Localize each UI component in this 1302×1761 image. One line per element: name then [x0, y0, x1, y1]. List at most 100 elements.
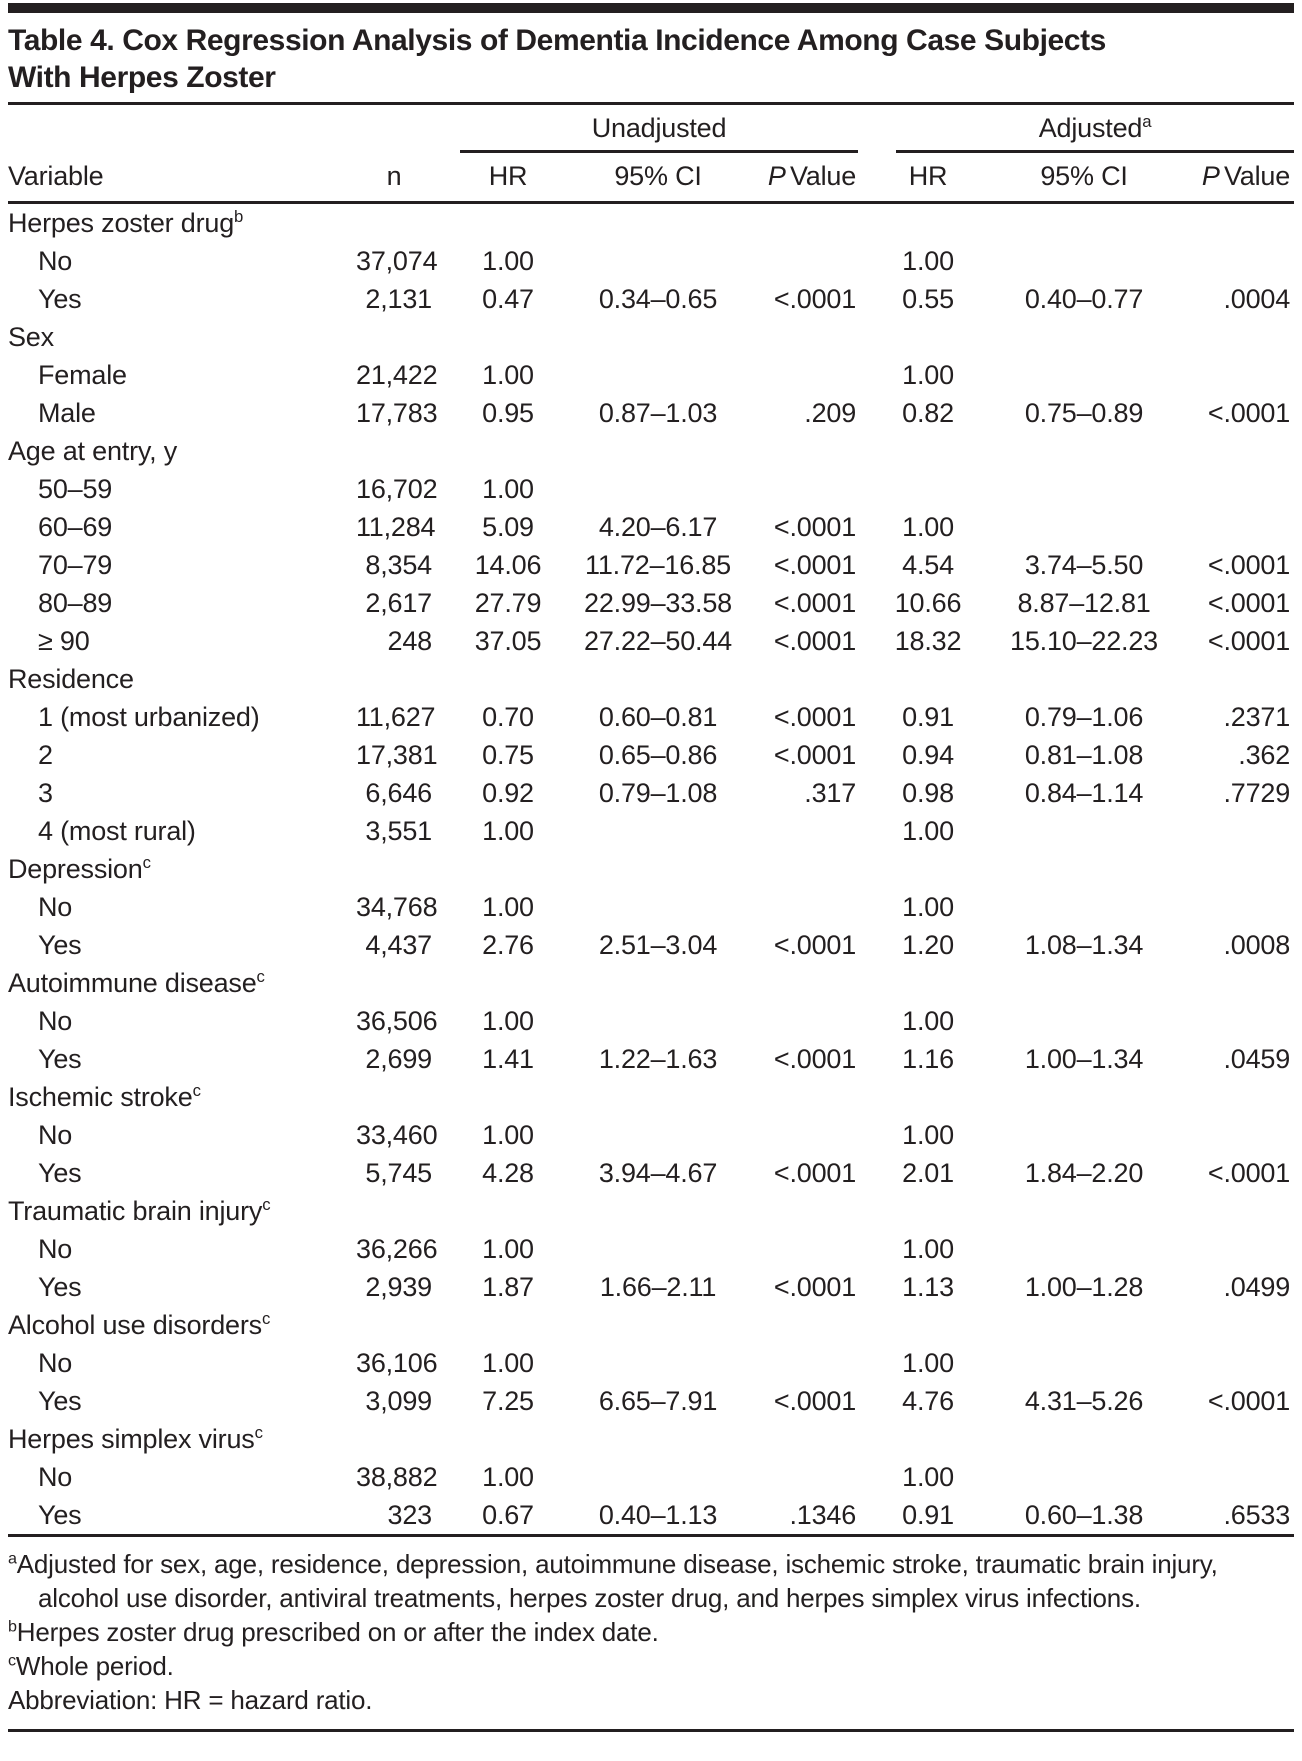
- cell-a-hr: 1.13: [902, 1271, 954, 1302]
- cell-u-p: [758, 356, 868, 394]
- cell-u-hr: 1.00: [482, 1461, 534, 1492]
- cell-u-p: .317: [804, 777, 857, 808]
- cell-a-hr: 18.32: [894, 625, 962, 656]
- cell-u-hr: [458, 964, 558, 1002]
- cell-u-p: <.0001: [773, 1043, 857, 1074]
- cell-a-p: [1180, 1420, 1294, 1458]
- cell-u-ci: [558, 203, 758, 243]
- cell-variable: 4 (most rural): [38, 815, 196, 846]
- cell-a-hr: [868, 964, 988, 1002]
- cell-u-p: [758, 242, 868, 280]
- cell-u-ci: [558, 964, 758, 1002]
- cell-a-ci: [988, 1078, 1180, 1116]
- cell-u-ci: 0.34–0.65: [598, 283, 718, 314]
- cell-n: 16,702: [356, 473, 438, 504]
- cell-a-hr: [868, 850, 988, 888]
- top-rule-bar: [8, 3, 1294, 13]
- cell-u-p: [758, 1420, 868, 1458]
- table-body: Herpes zoster drugb No 37,074 1.00 1.00 Yes 2,…: [8, 203, 1294, 1536]
- footnote-marker: c: [192, 1080, 201, 1100]
- cell-u-p: [758, 964, 868, 1002]
- cell-a-hr: 1.00: [902, 245, 954, 276]
- cell-a-p: [1180, 1116, 1294, 1154]
- cell-u-ci: 6.65–7.91: [598, 1385, 718, 1416]
- cell-a-ci: 3.74–5.50: [1024, 549, 1144, 580]
- table-row: 2 17,381 0.75 0.65–0.86 <.0001 0.94 0.81–1.08.…: [8, 736, 1294, 774]
- table-row: No 36,266 1.00 1.00: [8, 1230, 1294, 1268]
- cell-a-p: [1180, 964, 1294, 1002]
- table-row: Yes 5,745 4.28 3.94–4.67 <.0001 2.01 1.84–2.20…: [8, 1154, 1294, 1192]
- cell-u-ci: [558, 1192, 758, 1230]
- cell-variable: Herpes simplex virusc: [8, 1422, 263, 1454]
- cell-u-hr: 1.87: [482, 1271, 534, 1302]
- col-header-adjusted-ci: 95% CI: [988, 153, 1181, 204]
- cell-u-hr: [458, 1078, 558, 1116]
- cell-u-ci: [558, 1306, 758, 1344]
- cell-u-p: [758, 1344, 868, 1382]
- table-row: No 33,460 1.00 1.00: [8, 1116, 1294, 1154]
- cell-a-p: [1180, 242, 1294, 280]
- cell-a-ci: [988, 660, 1180, 698]
- abbreviation-note: Abbreviation: HR = hazard ratio.: [8, 1683, 1294, 1717]
- cell-n: 2,131: [365, 283, 432, 314]
- cell-a-p: .2371: [1223, 701, 1291, 732]
- cell-u-p: [758, 888, 868, 926]
- cell-a-p: [1180, 1458, 1294, 1496]
- group-header-stub: [8, 104, 458, 154]
- cell-u-p: .209: [804, 397, 857, 428]
- cell-u-ci: 0.79–1.08: [598, 777, 718, 808]
- cell-u-hr: 14.06: [474, 549, 542, 580]
- cell-a-ci: [988, 888, 1180, 926]
- cell-a-p: [1180, 203, 1294, 243]
- footnote-marker: c: [254, 1422, 263, 1442]
- cell-u-p: .1346: [789, 1499, 857, 1530]
- cell-u-ci: 0.40–1.13: [598, 1499, 718, 1530]
- cell-a-p: [1180, 1230, 1294, 1268]
- cell-u-ci: [558, 1458, 758, 1496]
- footnote-marker: b: [234, 206, 244, 226]
- col-header-unadjusted-hr: HR: [458, 153, 558, 204]
- adjusted-label: Adjusted: [1038, 113, 1143, 143]
- cell-u-hr: [458, 1306, 558, 1344]
- cell-n: [356, 203, 458, 243]
- cell-u-hr: 1.00: [482, 891, 534, 922]
- cell-variable: ≥ 90: [38, 625, 90, 656]
- table-row: No 34,768 1.00 1.00: [8, 888, 1294, 926]
- cell-a-hr: 0.55: [902, 283, 954, 314]
- table-row: Ischemic strokec: [8, 1078, 1294, 1116]
- cell-u-p: [758, 1116, 868, 1154]
- cell-u-ci: [558, 1078, 758, 1116]
- cell-a-ci: [988, 470, 1180, 508]
- cell-a-hr: [868, 1420, 988, 1458]
- cell-u-p: [758, 1078, 868, 1116]
- cell-u-p: [758, 203, 868, 243]
- footnote-b: bHerpes zoster drug prescribed on or aft…: [8, 1615, 1294, 1649]
- cell-a-ci: 0.79–1.06: [1024, 701, 1144, 732]
- footnote-marker: c: [142, 852, 151, 872]
- cell-a-hr: 0.94: [902, 739, 954, 770]
- cell-u-hr: 0.75: [482, 739, 534, 770]
- cell-u-hr: 1.41: [482, 1043, 534, 1074]
- cell-variable: No: [38, 1119, 73, 1150]
- cell-u-hr: 4.28: [482, 1157, 534, 1188]
- cell-u-p: [758, 1230, 868, 1268]
- cell-variable: Yes: [38, 929, 82, 960]
- cell-a-ci: [988, 1002, 1180, 1040]
- cell-n: 38,882: [356, 1461, 438, 1492]
- cell-variable: Ischemic strokec: [8, 1080, 201, 1112]
- cell-variable: 60–69: [38, 511, 113, 542]
- table-row: 4 (most rural) 3,551 1.00 1.00: [8, 812, 1294, 850]
- cell-u-hr: [458, 318, 558, 356]
- cell-a-p: .0499: [1223, 1271, 1291, 1302]
- table-row: Age at entry, y: [8, 432, 1294, 470]
- cell-a-p: [1180, 850, 1294, 888]
- table-title: Table 4. Cox Regression Analysis of Deme…: [8, 22, 1294, 96]
- cell-a-ci: [988, 1192, 1180, 1230]
- cell-variable: Sex: [8, 321, 54, 352]
- cell-n: 21,422: [356, 359, 438, 390]
- table-row: No 36,106 1.00 1.00: [8, 1344, 1294, 1382]
- table-row: Yes 2,699 1.41 1.22–1.63 <.0001 1.16 1.00–1.34…: [8, 1040, 1294, 1078]
- cell-n: [356, 964, 458, 1002]
- footnote-c-marker: c: [8, 1651, 16, 1670]
- table-row: Herpes zoster drugb: [8, 203, 1294, 243]
